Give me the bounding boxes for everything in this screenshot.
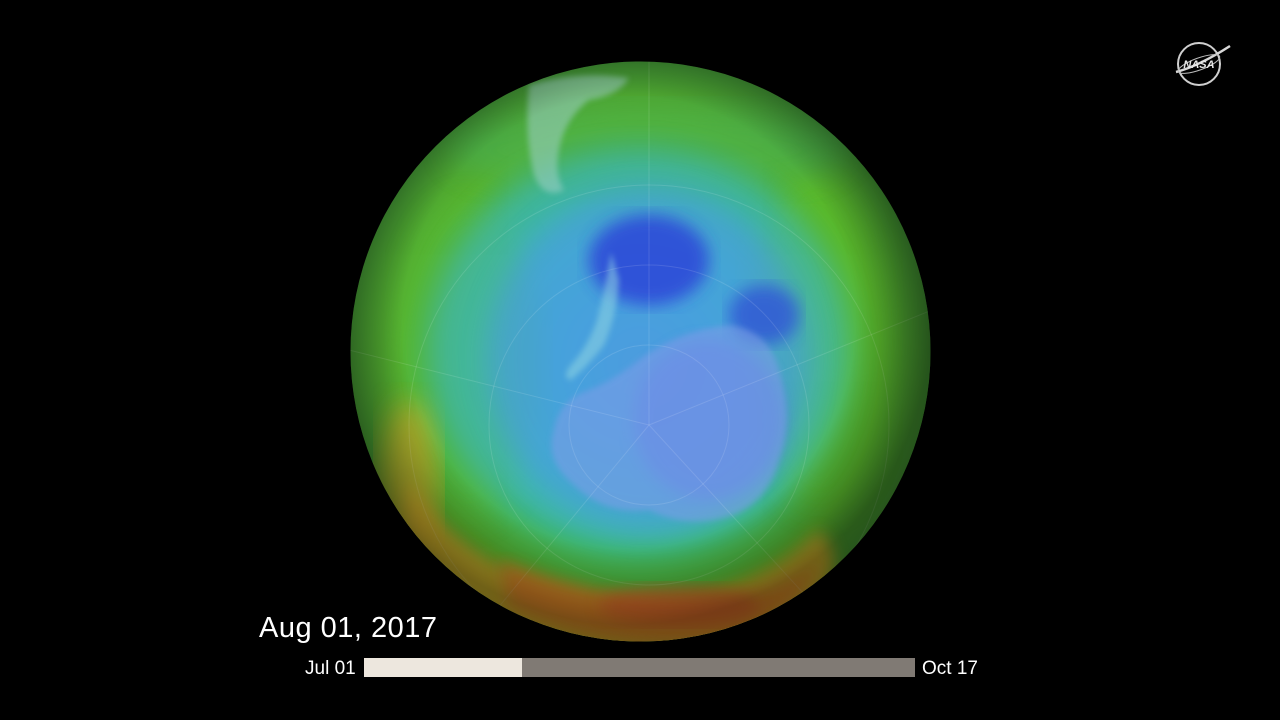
timeline-end-label: Oct 17 xyxy=(922,658,978,679)
timeline-bar: Jul 01 Oct 17 xyxy=(305,655,995,681)
svg-text:NASA: NASA xyxy=(1183,59,1214,71)
timeline-track xyxy=(364,658,915,677)
ozone-globe-graphic xyxy=(350,61,931,642)
timeline-progress-fill xyxy=(364,658,523,677)
nasa-meatball-icon: NASA xyxy=(1175,42,1231,86)
ozone-globe xyxy=(349,60,932,643)
nasa-logo: NASA xyxy=(1174,40,1232,88)
date-label: Aug 01, 2017 xyxy=(259,612,438,644)
timeline-start-label: Jul 01 xyxy=(305,658,356,679)
